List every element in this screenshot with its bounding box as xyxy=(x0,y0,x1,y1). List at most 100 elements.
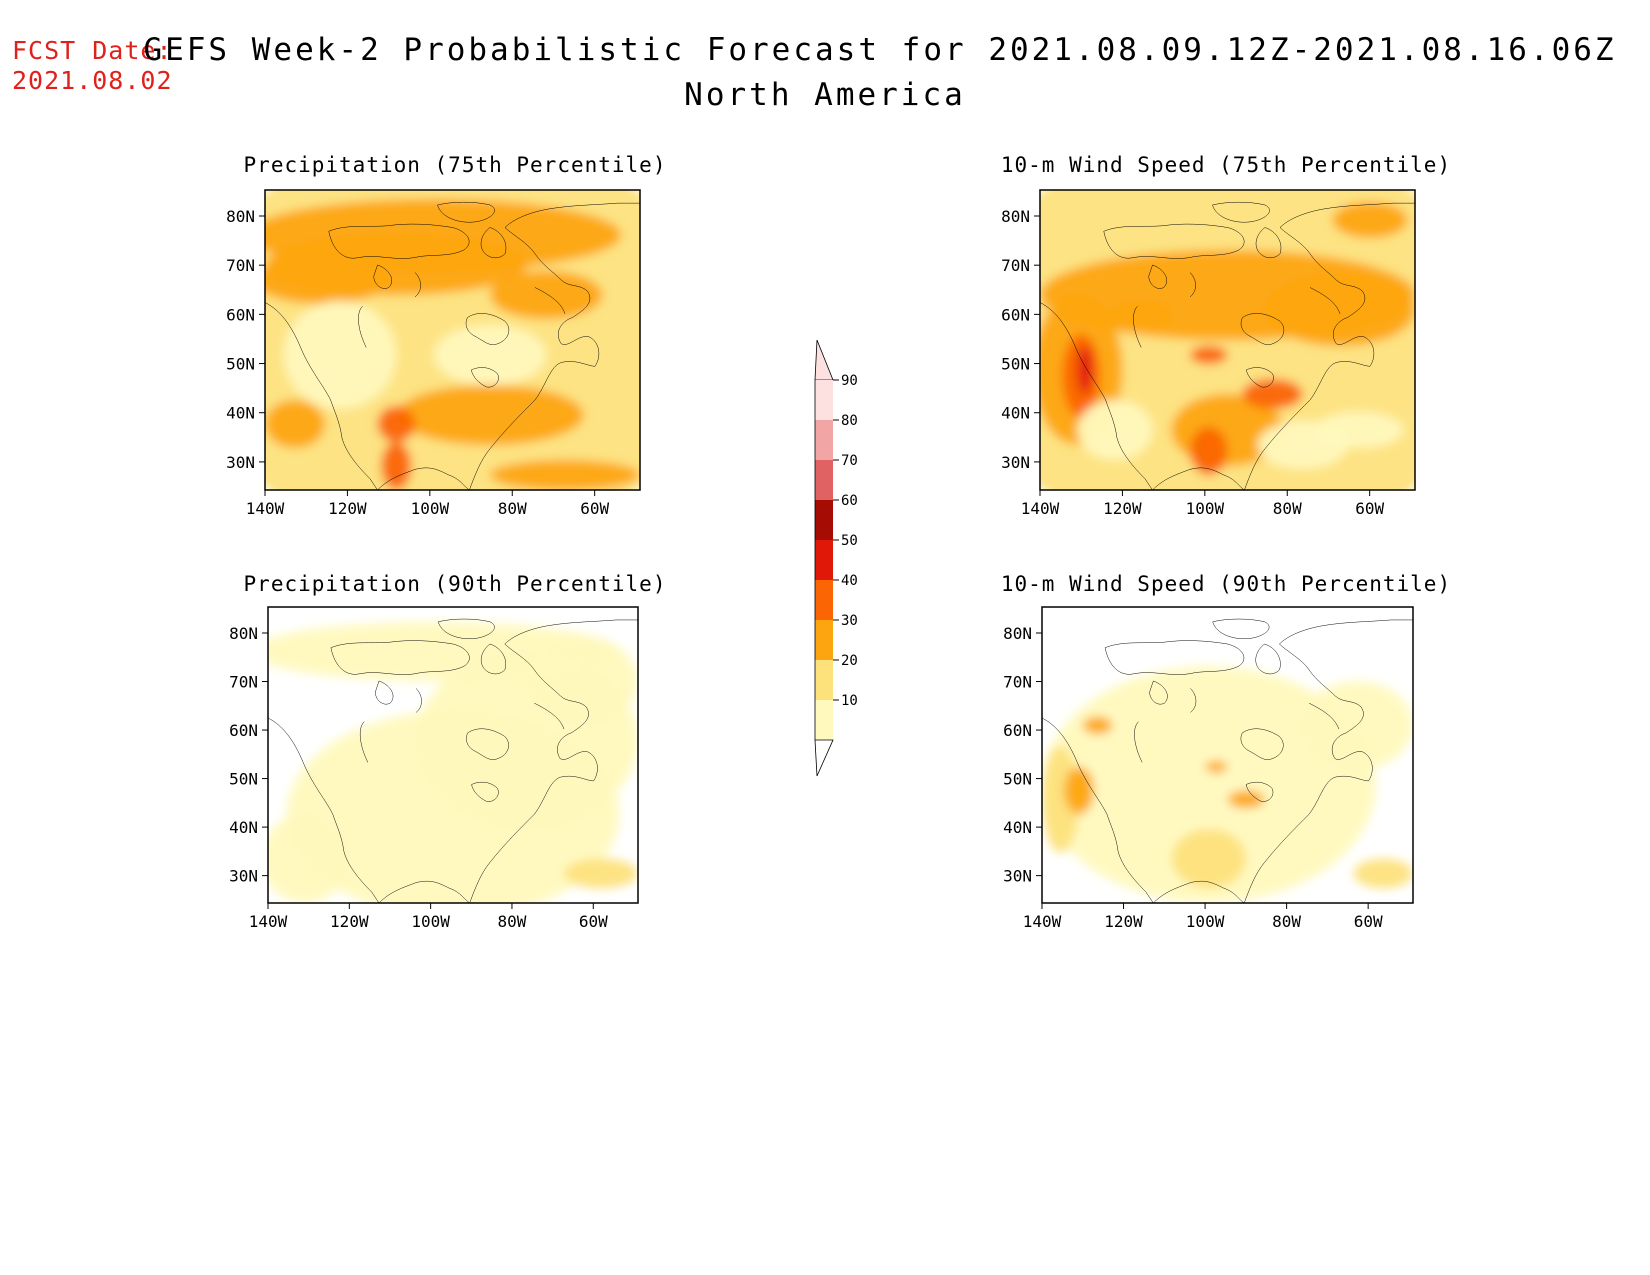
y-tick-label: 40N xyxy=(1001,404,1030,423)
x-tick-label: 60W xyxy=(1354,912,1383,931)
probability-contour xyxy=(1171,829,1247,889)
panel-precip90: Precipitation (90th Percentile) 140W 120W 1… xyxy=(229,572,667,931)
main-title: GEFS Week-2 Probabilistic Forecast for 2… xyxy=(143,32,1617,68)
forecast-date-value: 2021.08.02 xyxy=(12,66,173,95)
x-tick-label: 140W xyxy=(1023,912,1062,931)
y-tick-label: 30N xyxy=(226,453,255,472)
forecast-date-caption: FCST Date: xyxy=(12,36,173,65)
y-tick-label: 50N xyxy=(229,770,258,789)
y-tick-label: 40N xyxy=(1003,818,1032,837)
y-tick-label: 60N xyxy=(1003,721,1032,740)
colorbar-swatch xyxy=(815,540,833,580)
x-tick-label: 80W xyxy=(1273,499,1302,518)
x-tick-label: 60W xyxy=(1355,499,1384,518)
map-frame xyxy=(267,606,639,904)
panel-title: 10-m Wind Speed (75th Percentile) xyxy=(1001,153,1451,177)
colorbar: 90 80 70 60 50 40 30 20 10 xyxy=(814,339,858,777)
y-tick-label: 70N xyxy=(226,256,255,275)
y-tick-label: 70N xyxy=(229,673,258,692)
x-tick-label: 140W xyxy=(246,499,285,518)
colorbar-label: 10 xyxy=(841,693,858,709)
colorbar-swatch xyxy=(815,700,833,740)
x-tick-label: 60W xyxy=(580,499,609,518)
probability-contour xyxy=(1301,681,1413,770)
region-subtitle: North America xyxy=(684,77,966,113)
colorbar-swatch xyxy=(815,460,833,500)
probability-field xyxy=(265,190,640,490)
x-tick-label: 80W xyxy=(498,912,527,931)
y-tick-label: 70N xyxy=(1001,256,1030,275)
x-tick-label: 120W xyxy=(328,499,367,518)
x-tick-label: 80W xyxy=(498,499,527,518)
colorbar-label: 90 xyxy=(841,373,858,389)
probability-contour xyxy=(1064,766,1094,815)
x-tick-label: 140W xyxy=(1021,499,1060,518)
colorbar-label: 70 xyxy=(841,453,858,469)
y-tick-label: 80N xyxy=(226,207,255,226)
panel-wind90: 10-m Wind Speed (90th Percentile) 140W 120… xyxy=(1001,572,1451,931)
y-tick-label: 80N xyxy=(1003,624,1032,643)
x-tick-label: 120W xyxy=(330,912,369,931)
x-tick-label: 100W xyxy=(1186,499,1225,518)
probability-contour xyxy=(381,442,412,490)
x-tick-label: 100W xyxy=(411,499,450,518)
probability-contour xyxy=(1265,274,1415,346)
probability-contour xyxy=(265,256,389,304)
colorbar-swatch xyxy=(815,580,833,620)
probability-contour xyxy=(527,636,638,726)
y-tick-label: 60N xyxy=(1001,305,1030,324)
colorbar-swatch xyxy=(815,380,833,420)
probability-contour xyxy=(1227,790,1265,809)
probability-contour xyxy=(1190,346,1228,364)
y-tick-label: 50N xyxy=(1001,355,1030,374)
colorbar-label: 50 xyxy=(841,533,858,549)
probability-field xyxy=(1042,607,1413,903)
probability-field xyxy=(1040,190,1415,490)
probability-contour xyxy=(1190,427,1228,475)
probability-contour xyxy=(564,858,638,889)
probability-contour xyxy=(1313,412,1404,448)
y-tick-label: 80N xyxy=(1001,207,1030,226)
colorbar-label: 20 xyxy=(841,653,858,669)
y-tick-label: 80N xyxy=(229,624,258,643)
x-tick-label: 120W xyxy=(1103,499,1142,518)
probability-contour xyxy=(283,301,397,409)
y-tick-label: 50N xyxy=(226,355,255,374)
colorbar-label: 80 xyxy=(841,413,858,429)
panel-title: Precipitation (90th Percentile) xyxy=(244,572,667,596)
probability-contour xyxy=(396,385,584,445)
y-tick-label: 50N xyxy=(1003,770,1032,789)
x-tick-label: 140W xyxy=(249,912,288,931)
probability-contour xyxy=(490,460,640,490)
colorbar-swatch xyxy=(815,620,833,660)
y-tick-label: 30N xyxy=(229,867,258,886)
y-tick-label: 60N xyxy=(229,721,258,740)
colorbar-label: 40 xyxy=(841,573,858,589)
colorbar-swatch xyxy=(815,500,833,540)
panel-wind75: 10-m Wind Speed (75th Percentile) 140W 120… xyxy=(1001,153,1451,518)
probability-contour xyxy=(490,271,603,319)
panel-title: 10-m Wind Speed (90th Percentile) xyxy=(1001,572,1451,596)
probability-contour xyxy=(1332,202,1408,238)
colorbar-swatch xyxy=(815,420,833,460)
probability-contour xyxy=(1111,301,1172,331)
probability-contour xyxy=(433,325,547,385)
forecast-date-label: FCST Date: 2021.08.02 xyxy=(12,36,173,96)
y-tick-label: 70N xyxy=(1003,673,1032,692)
panel-precip75: Precipitation (75th Percentile) 140W 120W 1… xyxy=(226,153,667,518)
probability-contour xyxy=(1077,346,1093,394)
x-tick-label: 100W xyxy=(411,912,450,931)
x-tick-label: 100W xyxy=(1186,912,1225,931)
map-frame xyxy=(1041,606,1414,904)
probability-contour xyxy=(1205,760,1228,773)
probability-contour xyxy=(265,400,325,448)
colorbar-label: 30 xyxy=(841,613,858,629)
map-frame xyxy=(1039,189,1416,491)
probability-contour xyxy=(1042,666,1376,903)
probability-contour xyxy=(1353,858,1413,889)
x-tick-label: 120W xyxy=(1104,912,1143,931)
panel-title: Precipitation (75th Percentile) xyxy=(244,153,667,177)
y-tick-label: 30N xyxy=(1003,867,1032,886)
x-tick-label: 60W xyxy=(579,912,608,931)
